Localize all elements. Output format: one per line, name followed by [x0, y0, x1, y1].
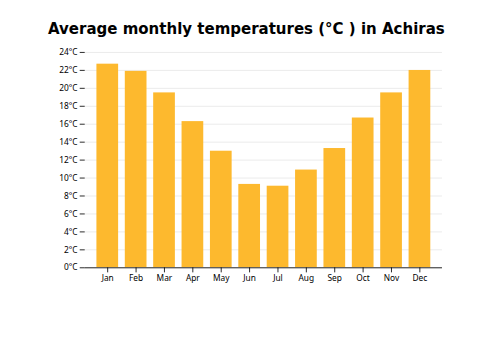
svg-text:0°C: 0°C [64, 261, 78, 272]
svg-text:16°C: 16°C [59, 118, 77, 129]
svg-text:May: May [213, 272, 230, 283]
svg-text:Oct: Oct [356, 272, 370, 283]
svg-text:Aug: Aug [299, 272, 315, 283]
svg-text:Jun: Jun [242, 272, 256, 283]
svg-text:Dec: Dec [412, 272, 427, 283]
svg-text:20°C: 20°C [59, 82, 77, 93]
svg-text:Nov: Nov [384, 272, 400, 283]
svg-text:Sep: Sep [328, 272, 342, 283]
svg-text:6°C: 6°C [64, 208, 78, 219]
svg-text:Apr: Apr [186, 272, 200, 283]
svg-text:10°C: 10°C [59, 172, 77, 183]
svg-text:24°C: 24°C [59, 46, 77, 57]
svg-text:8°C: 8°C [64, 190, 78, 201]
svg-text:Feb: Feb [129, 272, 143, 283]
svg-text:Jan: Jan [101, 272, 114, 283]
svg-text:Mar: Mar [157, 272, 173, 283]
svg-text:Jul: Jul [272, 272, 283, 283]
svg-text:4°C: 4°C [64, 226, 78, 237]
svg-text:12°C: 12°C [59, 154, 77, 165]
svg-text:22°C: 22°C [59, 64, 77, 75]
html-text:Average monthly temperatures (: Average monthly temperatures (°C ) in Ac… [48, 20, 445, 38]
svg-text:18°C: 18°C [59, 100, 77, 111]
svg-text:2°C: 2°C [64, 244, 78, 255]
svg-text:14°C: 14°C [59, 136, 77, 147]
